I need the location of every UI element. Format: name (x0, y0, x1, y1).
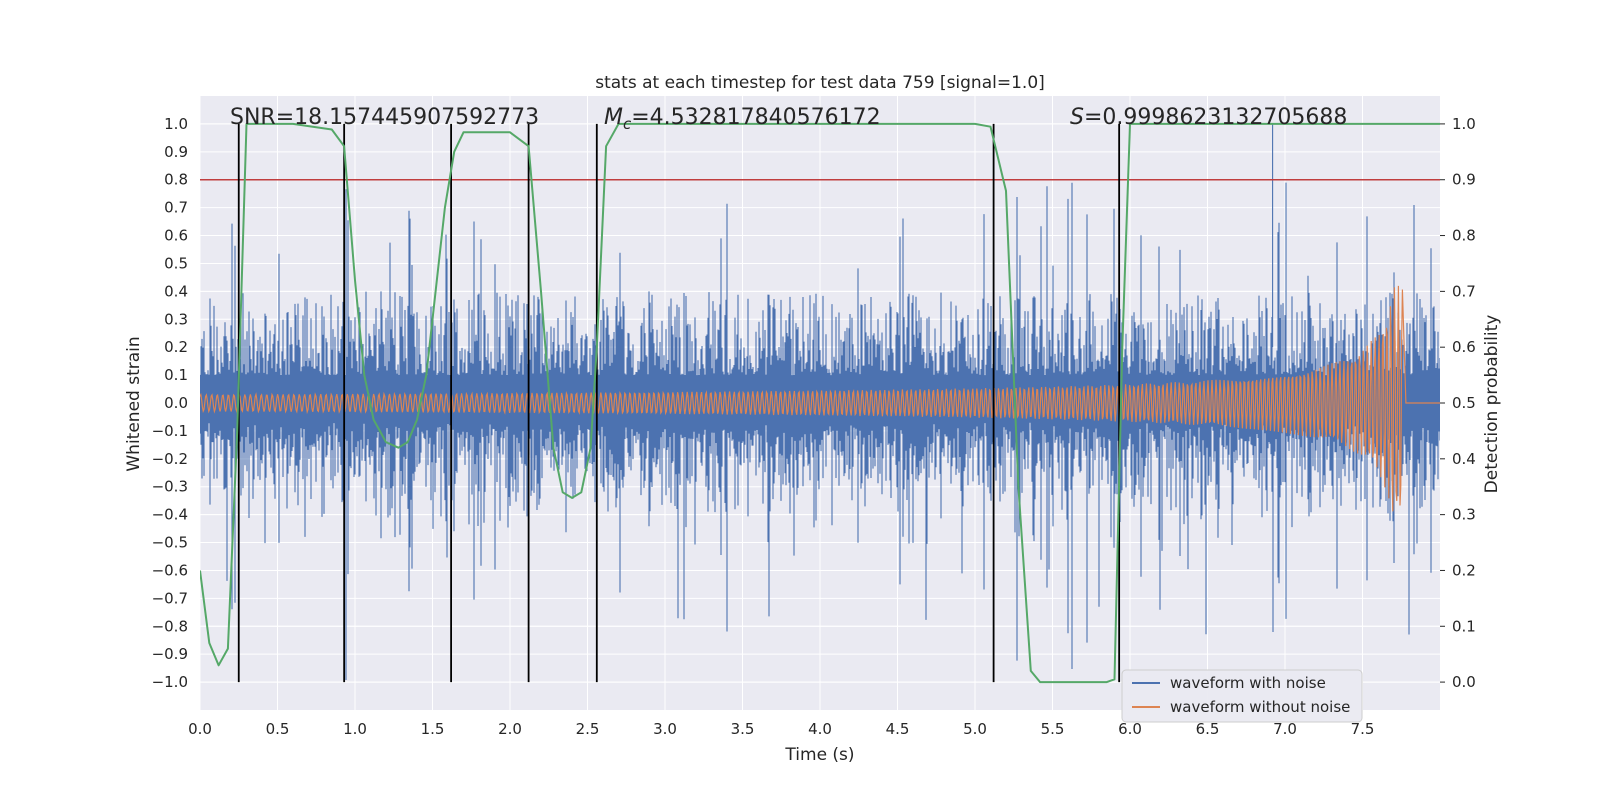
legend-label-clean: waveform without noise (1170, 698, 1350, 716)
y2-tick-label: 1.0 (1452, 115, 1476, 133)
y2-tick-label: 0.1 (1452, 617, 1476, 635)
legend-label-noise: waveform with noise (1170, 674, 1326, 692)
x-tick-label: 3.5 (731, 720, 755, 738)
x-tick-label: 5.5 (1041, 720, 1065, 738)
y-tick-label: 0.4 (164, 282, 188, 300)
x-tick-label: 7.5 (1351, 720, 1375, 738)
series-detection-probability (200, 122, 1440, 684)
y-tick-label: −0.3 (152, 478, 188, 496)
y-tick-label: −0.8 (152, 617, 188, 635)
y2-tick-label: 0.3 (1452, 506, 1476, 524)
s-annotation: S=0.9998623132705688 (1070, 105, 1347, 130)
legend-box (1121, 669, 1363, 723)
y-tick-label: 0.9 (164, 143, 188, 161)
y-tick-label: 0.6 (164, 227, 188, 245)
y2-tick-label: 0.5 (1452, 394, 1476, 412)
x-tick-label: 0.5 (266, 720, 290, 738)
y-tick-label: 0.1 (164, 366, 188, 384)
y2-tick-label: 0.9 (1452, 171, 1476, 189)
y-axis-label: Whitened strain (124, 336, 144, 471)
series-layer (200, 122, 1440, 684)
y-tick-label: −0.6 (152, 561, 188, 579)
y2-tick-label: 0.7 (1452, 282, 1476, 300)
y2-tick-label: 0.8 (1452, 227, 1476, 245)
y-tick-label: −0.5 (152, 534, 188, 552)
x-tick-label: 6.5 (1196, 720, 1220, 738)
x-tick-label: 4.5 (886, 720, 910, 738)
x-tick-label: 7.0 (1273, 720, 1297, 738)
x-tick-label: 1.5 (421, 720, 445, 738)
x-axis-ticks: 0.0 0.5 1.0 1.5 2.0 2.5 3.0 3.5 4.0 4.5 5.0 5.5 6.0 6… (188, 720, 1374, 738)
y2-axis-label: Detection probability (1482, 315, 1502, 494)
chart-title: stats at each timestep for test data 759… (595, 73, 1045, 93)
x-tick-label: 4.0 (808, 720, 832, 738)
y-tick-label: 0.0 (164, 394, 188, 412)
y-tick-label: −0.2 (152, 450, 188, 468)
y-tick-label: −0.9 (152, 645, 188, 663)
y-tick-label: −1.0 (152, 673, 188, 691)
y-tick-label: −0.4 (152, 506, 188, 524)
y2-axis-ticks: 1.0 0.9 0.8 0.7 0.6 0.5 0.4 0.3 0.2 0.1 0.0 (1440, 115, 1476, 691)
x-tick-label: 3.0 (653, 720, 677, 738)
x-tick-label: 2.0 (498, 720, 522, 738)
y-tick-label: 0.5 (164, 254, 188, 272)
y-tick-label: 0.8 (164, 171, 188, 189)
s-value: =0.9998623132705688 (1084, 105, 1347, 130)
snr-annotation: SNR=18.157445907592773 (230, 105, 539, 130)
x-tick-label: 1.0 (343, 720, 367, 738)
y-tick-label: −0.1 (152, 422, 188, 440)
mc-value: =4.532817840576172 (631, 105, 880, 130)
series-waveform-without-noise (200, 285, 1440, 512)
x-tick-label: 2.5 (576, 720, 600, 738)
mc-subscript: c (623, 115, 632, 133)
y-axis-ticks: 1.0 0.9 0.8 0.7 0.6 0.5 0.4 0.3 0.2 0.1 0.0 −0.1 −0.… (152, 115, 188, 691)
mc-symbol: M (604, 105, 623, 130)
y2-tick-label: 0.0 (1452, 673, 1476, 691)
y2-tick-label: 0.6 (1452, 338, 1476, 356)
y-tick-label: 0.3 (164, 310, 188, 328)
x-tick-label: 0.0 (188, 720, 212, 738)
legend: waveform with noise waveform without noi… (1121, 669, 1363, 723)
x-axis-label: Time (s) (784, 745, 854, 765)
x-tick-label: 6.0 (1118, 720, 1142, 738)
x-tick-label: 5.0 (963, 720, 987, 738)
y2-tick-label: 0.4 (1452, 450, 1476, 468)
y-tick-label: 0.7 (164, 199, 188, 217)
mc-annotation: Mc=4.532817840576172 (604, 105, 881, 133)
y-tick-label: 0.2 (164, 338, 188, 356)
s-symbol: S (1070, 105, 1084, 130)
y-tick-label: −0.7 (152, 589, 188, 607)
y-tick-label: 1.0 (164, 115, 188, 133)
y2-tick-label: 0.2 (1452, 561, 1476, 579)
